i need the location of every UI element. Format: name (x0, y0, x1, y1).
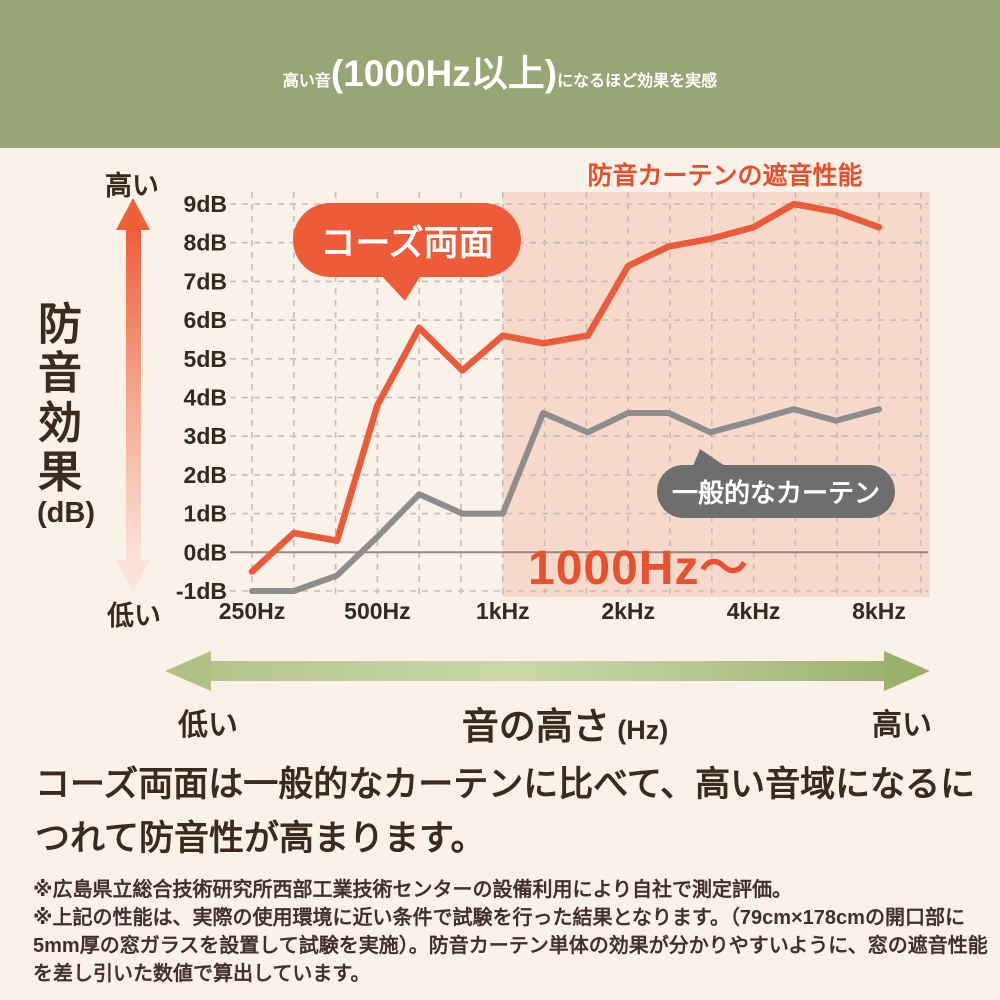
arrow-shaft (125, 230, 141, 560)
footnote-2: ※上記の性能は、実際の使用環境に近い条件で試験を行った結果となります。（79cm… (33, 907, 988, 985)
arrow-down-icon (116, 560, 150, 592)
y-tick-label: 2dB (184, 462, 227, 488)
y-axis-low-label: 低い (107, 601, 161, 631)
header-banner: 高い音(1000Hz以上)になるほど効果を実感 (0, 0, 1000, 148)
series-main-callout: コーズ両面 (293, 203, 521, 301)
y-axis-unit: (dB) (37, 497, 95, 529)
y-tick-label: -1dB (176, 578, 227, 604)
header-title-part2: (1000Hz以上) (330, 53, 558, 94)
y-axis-title: 防音効果 (38, 300, 82, 497)
y-tick-label: 7dB (184, 268, 227, 294)
x-tick-label: 1kHz (476, 598, 530, 624)
series-main-callout-label: コーズ両面 (320, 223, 494, 263)
footnote-1: ※広島県立総合技術研究所西部工業技術センターの設備利用により自社で測定評価。 (33, 879, 793, 901)
arrow-left-icon (165, 651, 211, 691)
x-tick-label: 2kHz (601, 598, 655, 624)
y-tick-label: 5dB (184, 346, 227, 372)
series-generic-callout: 一般的なカーテン (657, 449, 895, 518)
x-axis-arrow-icon (165, 651, 930, 691)
y-tick-label: 9dB (184, 191, 227, 217)
summary-text: コーズ両面は一般的なカーテンに比べて、高い音域になるにつれて防音性が高まります。 (35, 765, 976, 858)
x-axis-title: 音の高さ (Hz) (330, 696, 800, 750)
footnotes: ※広島県立総合技術研究所西部工業技術センターの設備利用により自社で測定評価。 ※… (33, 876, 991, 988)
x-axis-unit-text: (Hz) (617, 715, 669, 745)
y-tick-label: 6dB (184, 307, 227, 333)
x-tick-label: 250Hz (219, 598, 285, 624)
x-tick-label: 4kHz (727, 598, 781, 624)
arrow-right-icon (884, 651, 930, 691)
header-title-part1: 高い音 (282, 73, 331, 90)
arrow-shaft (207, 661, 888, 681)
y-tick-label: 3dB (184, 423, 227, 449)
x-axis-title-text: 音の高さ (461, 706, 610, 747)
header-title-part3: になるほど効果を実感 (557, 73, 718, 90)
x-axis-low-label: 低い (178, 709, 238, 742)
x-axis-high-label: 高い (872, 709, 932, 742)
y-tick-label: 0dB (184, 539, 227, 565)
x-tick-label: 8kHz (852, 598, 906, 624)
series-generic-callout-label: 一般的なカーテン (671, 478, 880, 508)
header-title: 高い音(1000Hz以上)になるほど効果を実感 (0, 0, 1000, 156)
y-axis-high-label: 高い (105, 171, 159, 201)
y-tick-label: 1dB (184, 501, 227, 527)
series-line (249, 406, 882, 594)
x-tick-label: 500Hz (344, 598, 410, 624)
chart-title: 防音カーテンの遮音性能 (587, 162, 863, 190)
y-tick-label: 8dB (184, 230, 227, 256)
y-tick-label: 4dB (184, 385, 227, 411)
y-axis-arrow-icon (116, 198, 150, 592)
series-line (248, 200, 883, 575)
arrow-up-icon (116, 198, 150, 230)
highlight-region (502, 192, 930, 597)
highlight-region-label: 1000Hz～ (528, 542, 749, 595)
